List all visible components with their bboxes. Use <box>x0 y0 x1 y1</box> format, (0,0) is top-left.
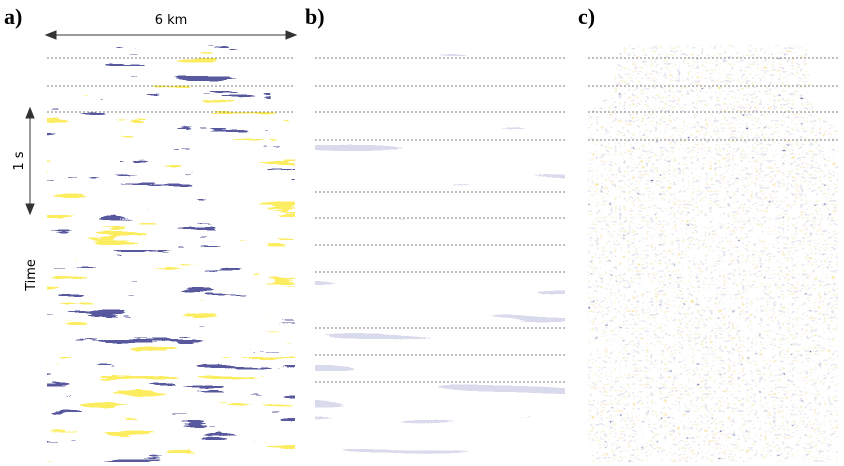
panel-label: a) <box>4 4 22 29</box>
axis-label: Time <box>24 259 39 292</box>
scale-horizontal: 6 km <box>155 13 188 28</box>
seismic-panel-c <box>588 45 838 462</box>
seismic-panel-a <box>47 45 295 462</box>
panel-label: c) <box>578 4 595 29</box>
seismic-panel-b <box>315 45 565 462</box>
panel-label: b) <box>305 4 325 29</box>
figure: a) b) c) 6 km 1 s Time <box>0 0 844 466</box>
scale-vertical: 1 s <box>12 151 27 170</box>
